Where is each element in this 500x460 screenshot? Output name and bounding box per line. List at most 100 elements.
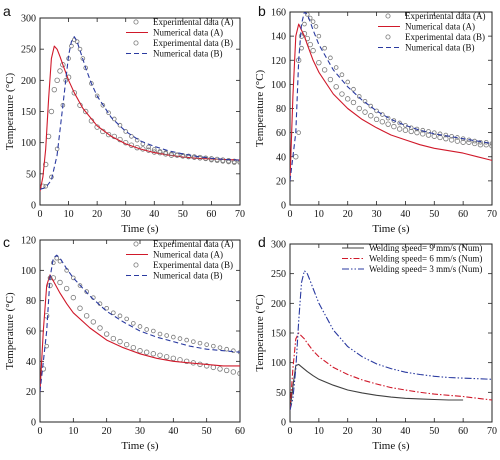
y-tick-label: 0 (31, 418, 36, 429)
y-tick-label: 80 (26, 296, 36, 307)
panel-c: 0 10 20 30 40 50 60 0 20 40 60 80 100 120 Time (s) Temp… (3, 234, 245, 452)
data-point (151, 147, 157, 152)
data-point (307, 41, 313, 48)
data-point (104, 305, 109, 311)
x-tick-label: 60 (235, 426, 245, 437)
legend: Experimental data (A)Numerical data (A)E… (126, 17, 233, 59)
x-tick-label: 0 (288, 209, 293, 220)
data-point (157, 331, 163, 337)
panel-letter: b (258, 3, 266, 19)
data-point (157, 149, 163, 154)
data-point (184, 337, 189, 343)
data-point (316, 33, 322, 39)
x-tick-label: 30 (372, 209, 382, 220)
x-axis-label: Time (s) (121, 440, 159, 452)
legend-label: Welding speed= 6 mm/s (Num) (369, 254, 482, 264)
data-point (443, 132, 449, 138)
legend-label: Numerical data (A) (153, 250, 223, 260)
data-point (174, 152, 180, 158)
data-point (105, 131, 112, 138)
legend-marker (385, 13, 391, 19)
data-point (197, 155, 203, 161)
data-point (356, 94, 362, 99)
data-point (180, 154, 186, 159)
y-tick-label: 0 (281, 418, 286, 429)
data-point (339, 91, 345, 97)
legend-label: Experimental data (B) (153, 38, 233, 48)
x-axis-label: Time (s) (121, 223, 159, 235)
data-point (333, 84, 339, 90)
series-3 (40, 36, 240, 190)
x-tick-label: 70 (235, 209, 245, 220)
legend-label: Numerical data (A) (405, 22, 475, 32)
data-point (374, 108, 379, 114)
data-point (89, 81, 94, 86)
series-0 (40, 62, 240, 189)
data-point (117, 313, 123, 319)
series-line (40, 274, 240, 392)
series-2 (290, 270, 492, 411)
y-tick-label: 200 (21, 76, 36, 87)
data-point (83, 108, 89, 115)
data-point (217, 366, 223, 372)
data-point (368, 113, 374, 119)
data-point (333, 65, 339, 70)
data-point (397, 120, 402, 126)
y-tick-label: 200 (271, 299, 286, 310)
data-point (362, 98, 368, 104)
y-tick-label: 100 (271, 80, 286, 91)
data-point (203, 156, 209, 162)
data-point (345, 79, 351, 85)
data-point (408, 128, 414, 135)
data-point (144, 327, 149, 332)
legend: Welding speed= 9 mm/s (Num)Welding speed… (342, 243, 482, 274)
data-point (84, 289, 89, 294)
data-point (225, 158, 232, 164)
data-point (293, 154, 299, 160)
data-point (237, 370, 240, 377)
data-point (69, 43, 74, 49)
y-tick-label: 20 (26, 387, 36, 398)
data-point (177, 336, 183, 341)
data-point (313, 24, 319, 29)
x-tick-label: 50 (429, 426, 439, 437)
data-point (231, 348, 236, 354)
x-tick-label: 10 (64, 209, 74, 220)
series-line (290, 363, 464, 411)
data-point (231, 158, 237, 165)
series-line (40, 36, 240, 190)
data-point (230, 369, 237, 375)
data-point (70, 294, 77, 301)
y-tick-label: 140 (271, 32, 286, 43)
series-2 (43, 37, 240, 189)
x-tick-label: 40 (149, 209, 159, 220)
legend-label: Experimental data (A) (153, 239, 233, 249)
x-tick-label: 0 (38, 209, 43, 220)
series-0 (293, 31, 492, 160)
legend-marker (385, 34, 391, 40)
series-2 (44, 255, 240, 355)
data-point (197, 340, 203, 346)
data-point (477, 141, 484, 148)
y-tick-label: 120 (271, 56, 286, 67)
data-point (356, 105, 362, 112)
x-tick-label: 20 (102, 426, 112, 437)
data-point (71, 275, 76, 281)
data-point (174, 152, 180, 158)
data-point (327, 76, 334, 83)
x-tick-label: 20 (343, 426, 353, 437)
x-axis-label: Time (s) (372, 440, 410, 452)
legend-label: Experimental data (B) (153, 260, 233, 270)
panel-letter: c (3, 234, 10, 250)
panel-letter: a (3, 3, 11, 19)
data-point (420, 131, 426, 137)
y-tick-label: 100 (271, 358, 286, 369)
data-point (57, 68, 63, 74)
data-point (110, 335, 117, 342)
data-point (203, 363, 210, 369)
data-point (414, 129, 420, 136)
data-point (54, 255, 59, 261)
legend-label: Numerical data (B) (153, 49, 222, 59)
data-point (163, 354, 170, 360)
